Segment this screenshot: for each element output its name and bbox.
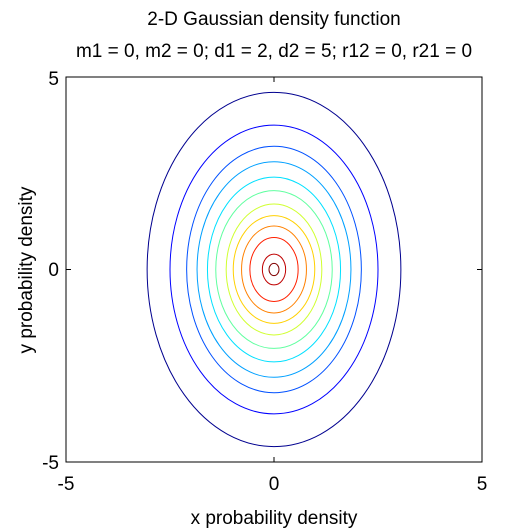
contour-line-4	[206, 176, 342, 363]
contour-line-6	[225, 203, 323, 336]
x-tick-label-max: 5	[477, 474, 488, 495]
contour-line-10	[261, 253, 287, 286]
contour-line-7	[232, 215, 316, 324]
y-axis-label: y probability density	[16, 186, 37, 353]
x-axis-label: x probability density	[191, 508, 358, 529]
plot-area	[65, 76, 483, 463]
y-tick-label-max: 5	[48, 69, 59, 90]
contour-line-0	[146, 91, 402, 448]
contour-line-3	[196, 161, 352, 378]
contour-line-1	[169, 124, 379, 415]
contour-line-2	[186, 145, 362, 394]
contour-line-5	[215, 190, 333, 349]
chart-subtitle: m1 = 0, m2 = 0; d1 = 2, d2 = 5; r12 = 0,…	[76, 41, 472, 62]
x-tick-label-zero: 0	[269, 474, 280, 495]
chart-title: 2-D Gaussian density function	[147, 9, 400, 30]
contour-line-11	[268, 262, 280, 277]
y-tick-label-min: -5	[42, 453, 59, 474]
y-tick-label-zero: 0	[48, 260, 59, 281]
contour-line-8	[241, 225, 307, 314]
contour-lines	[146, 91, 402, 448]
axis-ticks	[65, 76, 483, 463]
x-tick-label-min: -5	[58, 474, 75, 495]
contour-line-9	[249, 237, 299, 302]
